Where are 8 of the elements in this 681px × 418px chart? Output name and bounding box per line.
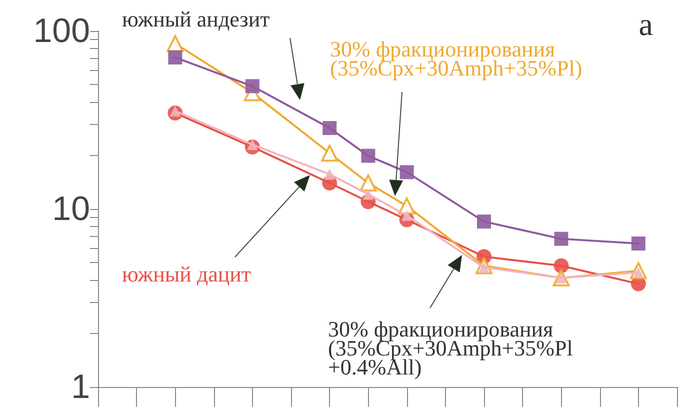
y-tick-label: 10 (52, 190, 90, 228)
text: южный дацит (122, 262, 252, 286)
y-tick-label: 100 (33, 12, 90, 50)
series-label: южный андезит (122, 6, 270, 32)
series-label: 30% фракционирования (35%Cpx+30Amph+35%Pl +0.4%All) (328, 316, 573, 380)
text: 30% фракционирования (35%Cpx+30Amph+35%Pl) (330, 36, 582, 80)
y-tick-label: 1 (71, 368, 90, 406)
annotation: a (638, 6, 653, 42)
